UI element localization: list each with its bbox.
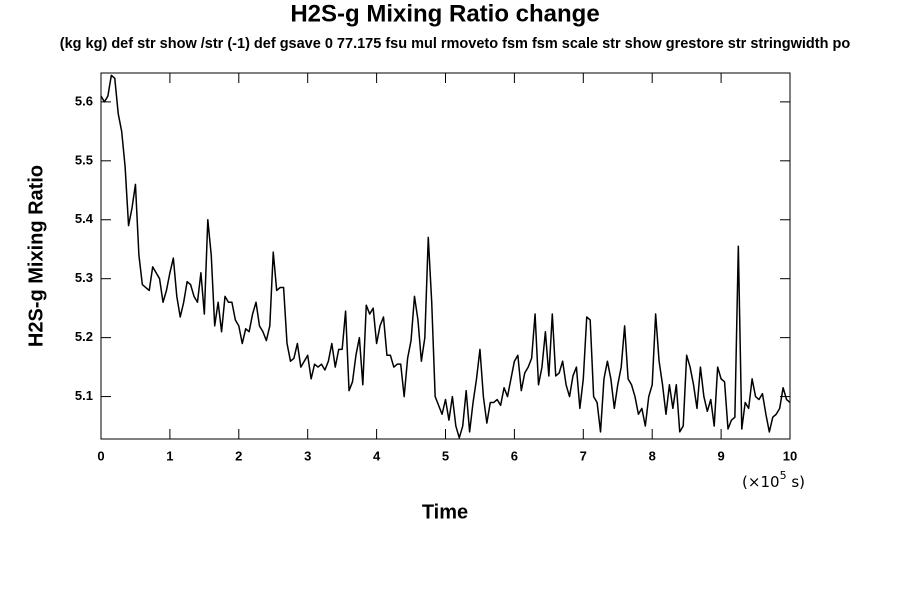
y-tick-label: 5.2 — [75, 329, 93, 344]
x-tick-label: 9 — [717, 448, 724, 463]
x-tick-label: 10 — [783, 448, 797, 463]
y-tick-label: 5.6 — [75, 93, 93, 108]
x-tick-label: 6 — [511, 448, 518, 463]
x-unit-suffix: s) — [787, 473, 805, 491]
x-tick-label: 1 — [166, 448, 173, 463]
y-tick-label: 5.5 — [75, 152, 93, 167]
plot-frame — [100, 72, 791, 440]
x-tick-label: 8 — [649, 448, 656, 463]
x-tick-label: 5 — [442, 448, 449, 463]
x-tick-label: 4 — [373, 448, 381, 463]
x-tick-label: 2 — [235, 448, 242, 463]
chart-title: H2S-g Mixing Ratio change — [290, 0, 599, 27]
x-tick-label: 7 — [580, 448, 587, 463]
x-axis-title: Time — [422, 501, 468, 523]
x-unit: (×105 s) — [742, 469, 805, 491]
y-tick-label: 5.3 — [75, 270, 93, 285]
chart-subtitle: (kg kg) def str show /str (-1) def gsave… — [60, 36, 851, 52]
y-tick-label: 5.4 — [75, 211, 94, 226]
data-line — [100, 74, 791, 439]
x-unit-prefix: (×10 — [742, 473, 780, 491]
y-tick-label: 5.1 — [75, 388, 93, 403]
x-unit-exponent: 5 — [780, 469, 787, 482]
y-axis-title: H2S-g Mixing Ratio — [25, 165, 47, 347]
x-tick-label: 3 — [304, 448, 311, 463]
x-tick-label: 0 — [97, 448, 104, 463]
